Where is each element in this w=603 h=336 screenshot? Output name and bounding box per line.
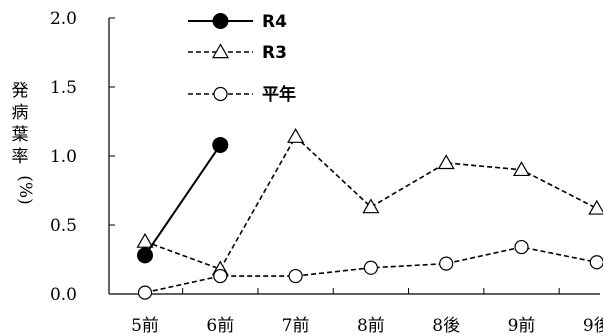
data-point [437, 154, 455, 170]
legend-label: 平年 [262, 84, 296, 105]
data-point [212, 136, 229, 153]
x-tick-label: 8後 [432, 316, 460, 336]
x-ticks: 5前 6前 7前 8前 8後 9前 9後 [131, 288, 603, 336]
y-label-char: 病 [12, 103, 29, 123]
legend-marker [213, 86, 228, 102]
series-group [136, 127, 603, 300]
x-tick-label: 6前 [206, 316, 234, 336]
y-tick-label: 1.0 [50, 147, 77, 167]
legend-entry: 平年 [188, 84, 296, 105]
y-label-char: 葉 [12, 125, 29, 145]
series-3 [137, 239, 603, 300]
series-2 [136, 127, 603, 276]
legend-entry: R4 [188, 12, 287, 32]
x-tick-label: 9前 [508, 316, 536, 336]
series-line [144, 144, 222, 256]
data-point [137, 247, 153, 264]
x-tick-label: 7前 [282, 316, 310, 336]
x-tick-label: 8前 [357, 316, 385, 336]
legend-label: R4 [262, 12, 287, 32]
data-point [288, 268, 303, 284]
y-tick-label: 0.5 [50, 216, 77, 236]
y-label-char: 発 [12, 81, 29, 101]
y-label-char: 率 [12, 147, 29, 167]
y-label-unit: (%) [15, 175, 35, 204]
y-ticks: 0.0 0.5 1.0 1.5 2.0 [50, 9, 115, 305]
data-point [362, 198, 380, 214]
y-tick-label: 1.5 [50, 78, 77, 98]
legend-label: R3 [262, 43, 287, 63]
y-tick-label: 2.0 [50, 9, 77, 29]
data-point [363, 260, 378, 275]
legend-entry: R3 [188, 43, 287, 63]
data-point [137, 285, 153, 300]
legend-marker [211, 43, 230, 59]
series-1 [137, 136, 229, 264]
y-tick-label: 0.0 [50, 285, 77, 305]
x-tick-label: 9後 [583, 316, 603, 336]
data-point [512, 161, 531, 177]
legend: R4 R3 平年 [188, 12, 296, 105]
y-axis-label: 発 病 葉 率 (%) [12, 81, 36, 205]
data-point [439, 256, 454, 271]
axes [108, 18, 600, 295]
data-point [589, 255, 603, 270]
data-point [136, 232, 154, 248]
legend-marker [212, 13, 229, 29]
data-point [287, 127, 305, 143]
data-point [588, 199, 603, 215]
data-point [213, 268, 228, 284]
data-point [514, 239, 529, 255]
x-tick-label: 5前 [131, 316, 159, 336]
